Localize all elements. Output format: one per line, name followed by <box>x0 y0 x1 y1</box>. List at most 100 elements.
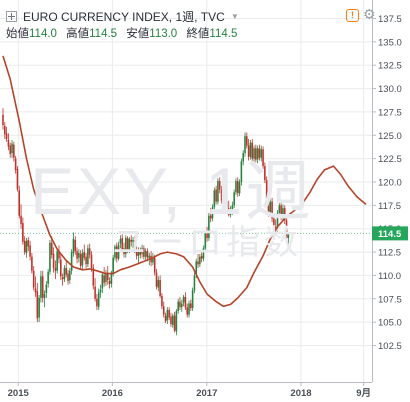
candle-body <box>208 215 210 239</box>
candle-body <box>130 239 133 242</box>
caret-down-icon[interactable]: ▼ <box>230 12 239 21</box>
candle-body <box>193 275 196 291</box>
candle-body <box>235 181 237 193</box>
price-tick-label: 110.0 <box>378 271 401 282</box>
candle-body <box>78 253 80 258</box>
candle-body <box>119 238 122 244</box>
candle-body <box>186 307 189 315</box>
candle-body <box>137 251 140 256</box>
candle-body <box>101 274 104 289</box>
candle-body <box>273 218 275 227</box>
candle-body <box>18 190 21 216</box>
candle-body <box>287 233 290 239</box>
plus-square-icon[interactable] <box>6 11 17 22</box>
candle-body <box>197 261 199 265</box>
candle-body <box>45 284 48 294</box>
candle-body <box>92 267 95 286</box>
candle-body <box>110 272 113 284</box>
price-tick-label: 125.0 <box>378 131 402 142</box>
candle-body <box>4 125 6 135</box>
candle-body <box>58 252 60 259</box>
candle-body <box>190 303 192 309</box>
candle-body <box>90 254 93 268</box>
candle-body <box>159 280 161 296</box>
candle-body <box>220 189 223 201</box>
candle-body <box>16 168 19 190</box>
candle-body <box>72 238 75 254</box>
candle-body <box>117 244 120 259</box>
candle-body <box>14 158 17 170</box>
candle-body <box>9 145 12 154</box>
candle-body <box>253 148 255 159</box>
candle-body <box>22 223 24 242</box>
candle-body <box>31 256 33 271</box>
time-tick-label: 9月 <box>356 388 371 399</box>
candle-body <box>106 272 109 281</box>
open-label: 始値 <box>6 28 29 40</box>
candle-body <box>199 256 201 265</box>
candle-body <box>20 215 22 225</box>
price-tick-label: 105.0 <box>378 318 402 329</box>
candle-body <box>164 315 167 322</box>
candle-body <box>233 192 235 206</box>
candle-body <box>11 143 13 154</box>
candle-body <box>74 239 77 252</box>
candle-body <box>211 207 214 219</box>
candle-body <box>59 259 62 277</box>
candle-body <box>134 239 136 251</box>
candle-body <box>283 208 286 221</box>
candle-body <box>260 149 263 158</box>
price-tick-label: 107.5 <box>378 294 402 305</box>
settings-icon[interactable]: ⚙ <box>363 6 376 22</box>
candle-body <box>94 286 96 299</box>
candle-body <box>97 292 100 308</box>
candle-body <box>231 205 234 211</box>
candle-body <box>280 205 282 217</box>
candle-body <box>229 210 232 215</box>
candle-body <box>264 166 266 181</box>
close-value: 114.5 <box>209 28 238 40</box>
candle-body <box>7 139 10 147</box>
candle-body <box>256 148 259 160</box>
price-tick-label: 137.5 <box>378 14 402 25</box>
candle-body <box>105 272 107 282</box>
candle-body <box>132 239 134 242</box>
candle-body <box>222 200 225 210</box>
candle-body <box>182 296 185 303</box>
candle-body <box>69 270 71 281</box>
candle-body <box>173 315 176 331</box>
high-label: 高値 <box>66 28 90 40</box>
candle-body <box>88 248 91 255</box>
candle-body <box>85 256 87 265</box>
candle-body <box>267 197 270 213</box>
time-tick-label: 2017 <box>196 388 217 399</box>
candle-body <box>244 136 246 154</box>
ohlc-legend: 始値114.0 高値114.5 安値113.0 終値114.5 <box>6 25 243 41</box>
candle-body <box>61 277 64 280</box>
candle-body <box>23 240 26 253</box>
alert-icon[interactable]: ! <box>346 9 359 22</box>
candle-body <box>34 288 37 293</box>
candle-body <box>269 201 272 213</box>
candle-body <box>240 161 243 182</box>
candle-body <box>282 208 284 217</box>
moving-average-line <box>2 55 367 308</box>
time-tick-label: 2018 <box>290 388 311 399</box>
candle-body <box>218 181 221 190</box>
candle-body <box>38 297 40 318</box>
candle-body <box>276 212 279 231</box>
candle-body <box>79 253 82 267</box>
candle-body <box>108 281 111 284</box>
candle-body <box>157 280 160 288</box>
price-tick-label: 112.5 <box>378 248 401 259</box>
price-tick-label: 132.5 <box>378 61 402 72</box>
candle-body <box>135 250 138 256</box>
candle-body <box>166 309 169 321</box>
candle-body <box>188 303 190 315</box>
candle-body <box>49 242 51 272</box>
candle-body <box>114 246 116 258</box>
symbol-title[interactable]: EURO CURRENCY INDEX, 1週, TVC <box>23 10 225 24</box>
candle-body <box>262 149 264 167</box>
